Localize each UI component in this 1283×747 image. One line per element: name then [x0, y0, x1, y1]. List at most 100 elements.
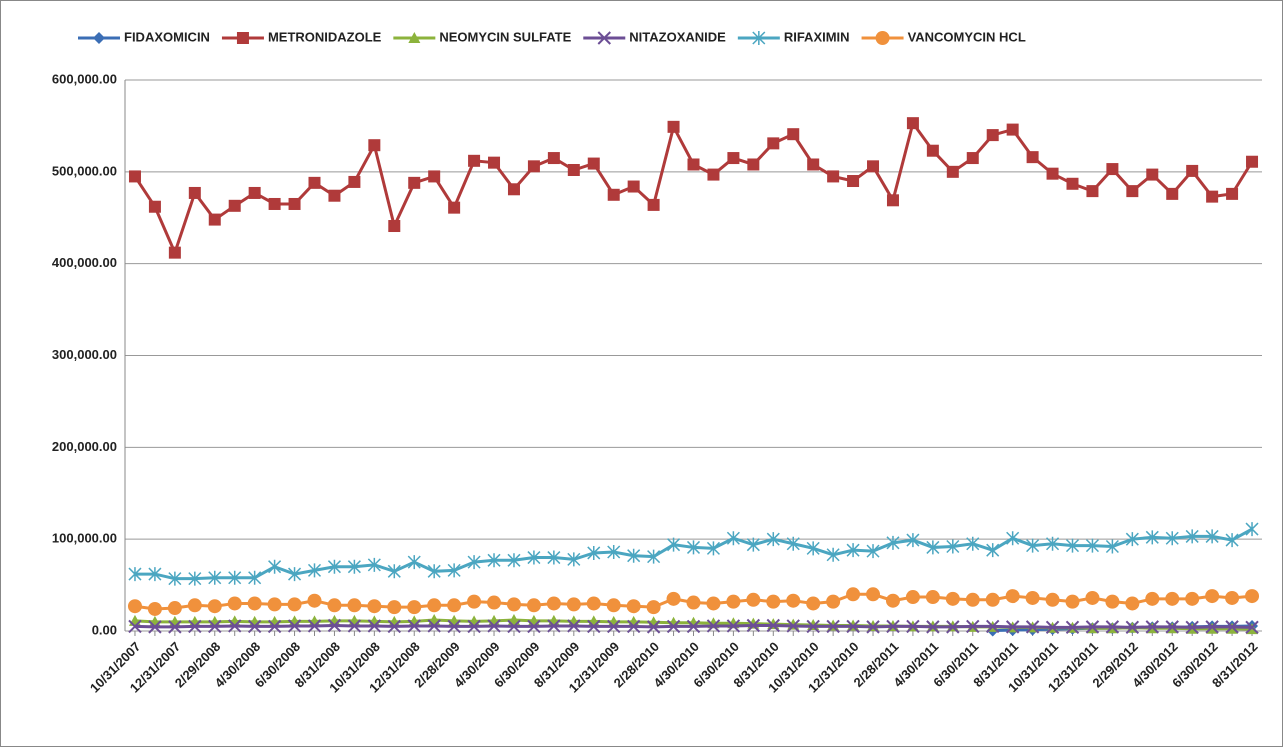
marker — [1226, 187, 1239, 200]
marker — [248, 570, 262, 585]
marker — [806, 541, 820, 556]
y-tick-label: 0.00 — [92, 622, 117, 637]
marker — [228, 199, 241, 212]
marker — [986, 129, 999, 142]
marker — [1185, 620, 1199, 635]
marker — [607, 545, 621, 560]
marker — [547, 619, 561, 633]
marker — [1105, 620, 1120, 634]
marker — [1105, 539, 1119, 554]
marker — [567, 163, 580, 176]
marker — [1045, 620, 1060, 635]
legend-label: METRONIDAZOLE — [268, 29, 382, 44]
marker — [1006, 531, 1020, 546]
marker — [1205, 620, 1219, 634]
marker — [706, 619, 721, 633]
marker — [1246, 155, 1259, 168]
marker — [966, 152, 979, 165]
marker — [408, 176, 421, 189]
legend-item: METRONIDAZOLE — [221, 29, 382, 44]
marker — [986, 543, 1000, 558]
marker — [846, 587, 861, 602]
marker — [1065, 620, 1080, 635]
marker — [327, 559, 341, 574]
marker — [787, 128, 800, 141]
marker — [347, 598, 362, 613]
marker — [487, 595, 502, 610]
marker — [507, 553, 521, 568]
legend-label: NITAZOXANIDE — [629, 29, 726, 44]
marker — [1106, 163, 1119, 176]
marker — [946, 165, 959, 178]
marker — [727, 152, 740, 165]
marker — [427, 598, 442, 613]
marker — [267, 597, 282, 612]
marker — [707, 168, 720, 181]
marker — [127, 599, 142, 614]
legend-item: NEOMYCIN SULFATE — [393, 29, 572, 44]
marker — [1085, 538, 1099, 553]
marker — [966, 536, 980, 551]
marker — [827, 170, 840, 183]
marker — [847, 175, 860, 188]
marker — [766, 532, 780, 547]
marker — [647, 198, 660, 211]
marker — [268, 197, 281, 210]
marker — [427, 564, 441, 579]
marker — [1006, 123, 1019, 136]
marker — [597, 31, 611, 45]
marker — [448, 201, 461, 214]
marker — [248, 186, 261, 199]
marker — [587, 157, 600, 170]
marker — [746, 537, 760, 552]
marker — [726, 531, 740, 546]
marker — [236, 32, 249, 44]
marker — [986, 619, 1000, 634]
marker — [886, 619, 900, 634]
marker — [1245, 589, 1260, 604]
marker — [208, 570, 222, 585]
marker — [1146, 168, 1159, 181]
marker — [846, 543, 860, 558]
marker — [1065, 538, 1080, 553]
marker — [875, 31, 890, 45]
marker — [488, 156, 501, 169]
marker — [487, 619, 501, 633]
marker — [627, 548, 641, 563]
marker — [587, 619, 601, 634]
marker — [468, 154, 481, 167]
marker — [507, 619, 521, 634]
marker — [148, 567, 162, 582]
marker — [288, 197, 301, 210]
marker — [646, 620, 661, 634]
marker — [188, 571, 202, 586]
y-tick-label: 100,000.00 — [52, 531, 117, 546]
marker — [347, 559, 361, 574]
marker — [247, 619, 262, 634]
legend-item: FIDAXOMICIN — [78, 29, 210, 44]
marker — [1225, 620, 1239, 634]
marker — [1205, 529, 1219, 544]
marker — [1125, 620, 1140, 635]
marker — [985, 592, 1000, 607]
marker — [1026, 538, 1040, 553]
marker — [786, 593, 801, 608]
marker — [368, 139, 381, 152]
legend-item: NITAZOXANIDE — [583, 29, 726, 45]
marker — [1165, 531, 1179, 546]
marker — [905, 590, 920, 605]
marker — [1145, 530, 1159, 545]
legend-label: VANCOMYCIN HCL — [908, 29, 1026, 44]
marker — [128, 170, 141, 183]
marker — [128, 567, 142, 582]
marker — [1145, 620, 1159, 634]
legend-label: NEOMYCIN SULFATE — [439, 29, 571, 44]
marker — [666, 619, 681, 634]
marker — [686, 619, 701, 634]
marker — [327, 618, 342, 633]
marker — [367, 557, 381, 572]
marker — [726, 594, 741, 609]
marker — [906, 533, 920, 548]
marker — [387, 600, 402, 615]
